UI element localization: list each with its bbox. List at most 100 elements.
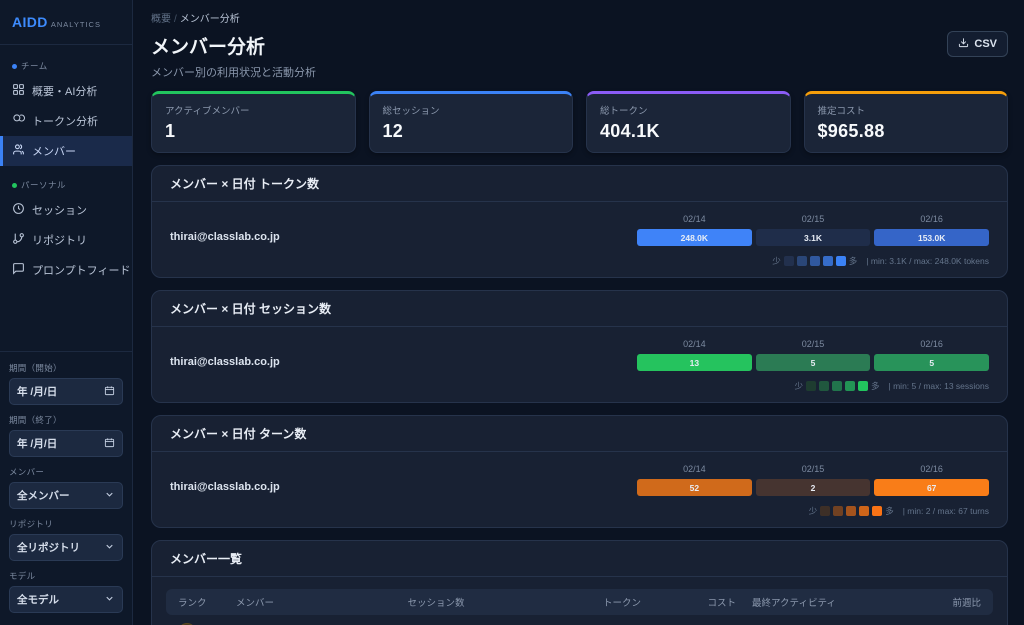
member-email: thirai@classlab.co.jp bbox=[170, 481, 280, 493]
main-content: 概要 / メンバー分析 メンバー分析 メンバー別の利用状況と活動分析 CSV アクテ… bbox=[133, 0, 1024, 625]
member-email: thirai@classlab.co.jp bbox=[170, 356, 280, 368]
clock-icon bbox=[12, 202, 25, 218]
csv-export-button[interactable]: CSV bbox=[947, 31, 1008, 57]
member-filter-label: メンバー bbox=[9, 467, 45, 477]
heatmap-panel-sessions: メンバー × 日付 セッション数 thirai@classlab.co.jp 0… bbox=[151, 290, 1008, 403]
legend-swatch bbox=[822, 256, 833, 266]
brand-name: AIDD bbox=[12, 14, 48, 30]
stat-card-estimated-cost: 推定コスト $965.88 bbox=[803, 91, 1008, 153]
heatmap-date: 02/14 bbox=[683, 464, 706, 474]
sidebar-item-label: セッション bbox=[32, 205, 87, 217]
heatmap-date: 02/15 bbox=[801, 339, 825, 349]
heatmap-date: 02/15 bbox=[801, 464, 825, 474]
model-filter-select[interactable]: 全モデル bbox=[9, 586, 123, 613]
legend-swatch bbox=[819, 381, 830, 391]
heatmap-cell: 13 bbox=[637, 354, 752, 371]
column-rank: ランク bbox=[178, 598, 207, 609]
date-end-value: 年 /月/日 bbox=[17, 438, 58, 450]
breadcrumb-current: メンバー分析 bbox=[179, 14, 240, 25]
repository-filter-value: 全リポジトリ bbox=[17, 542, 80, 554]
stat-card-total-sessions: 総セッション 12 bbox=[368, 91, 573, 153]
users-icon bbox=[12, 143, 25, 159]
sidebar-item-prompt-feed[interactable]: プロンプトフィード bbox=[0, 255, 132, 285]
sidebar-filters: 期間（開始） 年 /月/日 期間（終了） 年 /月/日 メンバー 全メンバー リ… bbox=[0, 351, 132, 625]
heatmap-date: 02/16 bbox=[920, 214, 943, 224]
page-subtitle: メンバー別の利用状況と活動分析 bbox=[151, 67, 316, 79]
coins-icon bbox=[12, 113, 25, 129]
table-header: ランク メンバー セッション数 トークン コスト 最終アクティビティ 前週比 bbox=[166, 589, 993, 615]
chevron-down-icon bbox=[104, 593, 115, 607]
legend-low-label: 少 bbox=[794, 381, 804, 391]
sidebar-item-sessions[interactable]: セッション bbox=[0, 195, 132, 225]
column-sessions: セッション数 bbox=[407, 598, 465, 609]
legend-swatch bbox=[872, 506, 883, 516]
member-filter-value: 全メンバー bbox=[17, 490, 70, 502]
csv-button-label: CSV bbox=[974, 38, 997, 50]
git-branch-icon bbox=[12, 232, 25, 248]
stat-card-active-members: アクティブメンバー 1 bbox=[151, 91, 356, 153]
date-end-input[interactable]: 年 /月/日 bbox=[9, 430, 123, 457]
legend-high-label: 多 bbox=[848, 256, 858, 266]
legend-swatch bbox=[806, 381, 817, 391]
date-start-value: 年 /月/日 bbox=[17, 386, 58, 398]
model-filter-label: モデル bbox=[9, 571, 36, 581]
legend-swatch bbox=[859, 506, 870, 516]
legend-swatch bbox=[809, 256, 820, 266]
sidebar-item-repositories[interactable]: リポジトリ bbox=[0, 225, 132, 255]
table-row[interactable]: 1 thirai@classlab.co.jp 23 41.4K / 362.7… bbox=[166, 615, 993, 625]
page-title: メンバー分析 bbox=[151, 37, 266, 58]
sidebar-item-label: 概要・AI分析 bbox=[32, 86, 98, 98]
calendar-icon bbox=[104, 385, 115, 399]
repository-filter-label: リポジトリ bbox=[9, 519, 54, 529]
heatmap-date: 02/14 bbox=[683, 339, 706, 349]
heatmap-date: 02/15 bbox=[801, 214, 825, 224]
heatmap-cell: 52 bbox=[637, 479, 752, 496]
date-start-label: 期間（開始） bbox=[9, 363, 62, 373]
legend-range: | min: 5 / max: 13 sessions bbox=[888, 381, 989, 391]
heatmap-date: 02/16 bbox=[920, 339, 943, 349]
sidebar-item-overview[interactable]: 概要・AI分析 bbox=[0, 76, 132, 106]
legend-low-label: 少 bbox=[772, 256, 781, 266]
panel-title: メンバー × 日付 セッション数 bbox=[152, 291, 1007, 327]
nav-section-team: チーム bbox=[0, 53, 132, 76]
nav-section-personal: パーソナル bbox=[0, 172, 132, 195]
panel-title: メンバー × 日付 ターン数 bbox=[152, 416, 1007, 452]
column-week-change: 前週比 bbox=[952, 598, 981, 609]
heatmap-cell: 5 bbox=[755, 354, 871, 371]
heatmap-legend: 少 多 | min: 3.1K / max: 248.0K tokens bbox=[170, 255, 989, 267]
sidebar-item-members[interactable]: メンバー bbox=[0, 136, 132, 166]
column-tokens: トークン bbox=[602, 598, 641, 609]
breadcrumb-root[interactable]: 概要 bbox=[151, 14, 171, 25]
stat-value: 12 bbox=[382, 121, 404, 141]
member-email: thirai@classlab.co.jp bbox=[170, 231, 280, 243]
panel-title: メンバー × 日付 トークン数 bbox=[152, 166, 1007, 202]
sidebar-item-token-analysis[interactable]: トークン分析 bbox=[0, 106, 132, 136]
member-filter-select[interactable]: 全メンバー bbox=[9, 482, 123, 509]
download-icon bbox=[958, 37, 969, 51]
legend-swatch bbox=[833, 506, 844, 516]
stat-label: 推定コスト bbox=[817, 106, 866, 117]
breadcrumb: 概要 / メンバー分析 bbox=[151, 10, 1008, 25]
nav-section-team-label: チーム bbox=[21, 61, 48, 71]
column-member: メンバー bbox=[236, 598, 275, 609]
repository-filter-select[interactable]: 全リポジトリ bbox=[9, 534, 123, 561]
heatmap-grid: 02/14 13 02/15 5 02/16 5 bbox=[637, 339, 990, 371]
calendar-icon bbox=[104, 437, 115, 451]
legend-low-label: 少 bbox=[808, 506, 818, 516]
legend-range: | min: 2 / max: 67 turns bbox=[902, 506, 989, 516]
legend-high-label: 多 bbox=[885, 506, 894, 516]
column-cost: コスト bbox=[707, 598, 736, 609]
stat-label: アクティブメンバー bbox=[165, 106, 250, 117]
grid-icon bbox=[12, 83, 25, 99]
breadcrumb-separator: / bbox=[174, 14, 177, 25]
date-start-input[interactable]: 年 /月/日 bbox=[9, 378, 123, 405]
heatmap-grid: 02/14 248.0K 02/15 3.1K 02/16 153.0K bbox=[637, 214, 990, 246]
date-end-label: 期間（終了） bbox=[9, 415, 62, 425]
heatmap-cell: 2 bbox=[755, 479, 871, 496]
legend-swatch bbox=[783, 256, 794, 266]
legend-range: | min: 3.1K / max: 248.0K tokens bbox=[866, 256, 989, 266]
stat-label: 総トークン bbox=[600, 106, 648, 117]
team-dot bbox=[12, 63, 17, 69]
brand-suffix: ANALYTICS bbox=[50, 20, 101, 29]
chevron-down-icon bbox=[104, 541, 115, 555]
